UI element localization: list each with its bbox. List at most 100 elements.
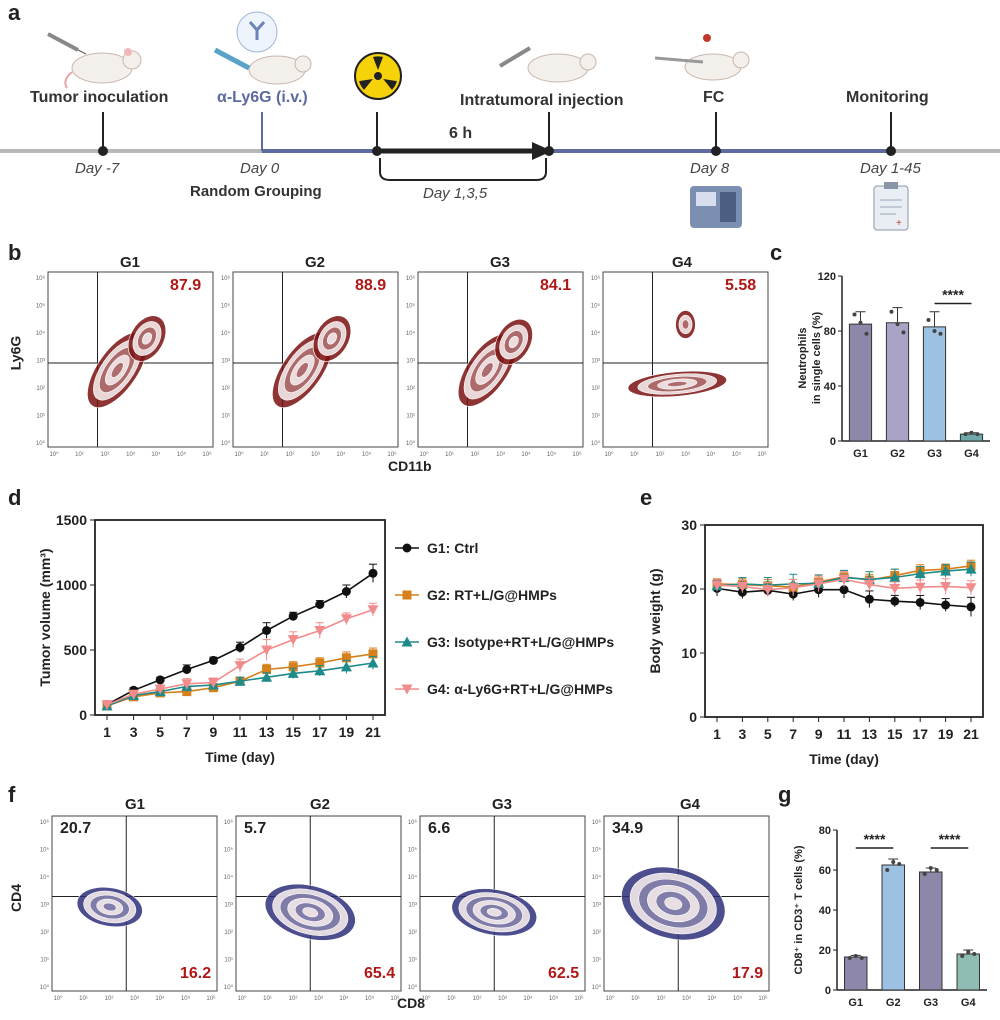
- x-tick-label: 10⁶: [390, 995, 400, 1002]
- data-point: [838, 574, 850, 585]
- y-tick-label: 10⁴: [592, 874, 602, 881]
- data-point: [966, 950, 971, 954]
- y-tick-label: 10²: [408, 930, 417, 936]
- y-tick-label: 10⁶: [224, 819, 234, 826]
- data-point: [966, 602, 976, 612]
- data-point: [315, 658, 325, 668]
- y-tick-label: 40: [824, 381, 836, 393]
- data-point: [864, 594, 874, 604]
- x-tick-label: 10²: [656, 452, 665, 458]
- y-tick-label: 10⁰: [406, 440, 416, 447]
- data-point: [858, 320, 863, 325]
- y-tick-label: 10⁰: [224, 984, 234, 991]
- y-tick-label: 10⁶: [36, 275, 46, 282]
- legend-swatch: [395, 684, 419, 695]
- data-point: [288, 662, 298, 672]
- data-point: [928, 866, 933, 870]
- legend-item: G4: α-Ly6G+RT+L/G@HMPs: [395, 681, 613, 697]
- x-tick-label: 9: [210, 724, 218, 740]
- x-tick-label: G4: [961, 997, 977, 1009]
- y-tick-label: 10⁰: [36, 440, 46, 447]
- panel-b-percentage: 84.1: [540, 277, 572, 294]
- data-point: [889, 583, 901, 594]
- x-tick-label: 10³: [311, 452, 320, 458]
- data-point: [965, 563, 977, 574]
- x-tick-label: 10⁵: [732, 451, 742, 458]
- y-tick-label: 1000: [56, 577, 87, 593]
- data-point: [895, 322, 900, 327]
- timeline-node: [711, 146, 721, 156]
- y-tick-label: 10³: [221, 359, 230, 365]
- x-tick-label: 10⁰: [234, 451, 244, 458]
- y-tick-label: 10⁵: [592, 847, 602, 854]
- legend-swatch: [395, 543, 419, 553]
- x-tick-label: 10³: [314, 996, 323, 1002]
- data-point: [235, 642, 245, 652]
- contour-ring: [664, 897, 683, 910]
- data-point: [859, 956, 864, 960]
- y-tick-label: 10⁰: [591, 440, 601, 447]
- y-tick-label: 10⁵: [406, 303, 416, 310]
- y-tick-label: 10⁴: [591, 330, 601, 337]
- x-tick-label: 7: [183, 724, 191, 740]
- y-tick-label: 10³: [406, 359, 415, 365]
- x-tick-label: 10³: [682, 996, 691, 1002]
- y-tick-label: 0: [79, 707, 87, 723]
- data-point: [787, 583, 799, 594]
- x-tick-label: 3: [739, 726, 747, 742]
- data-point: [341, 587, 351, 596]
- x-tick-label: 10¹: [75, 452, 84, 458]
- data-point: [889, 571, 901, 582]
- x-tick-label: 10³: [498, 996, 507, 1002]
- x-tick-label: 10¹: [263, 996, 272, 1002]
- data-point: [926, 318, 931, 322]
- data-point: [762, 585, 774, 596]
- y-tick-label: 10⁶: [40, 819, 50, 826]
- y-tick-label: 10³: [36, 359, 45, 365]
- x-tick-label: 21: [365, 724, 381, 740]
- data-point: [864, 331, 869, 336]
- data-point: [340, 614, 352, 625]
- x-tick-label: 10⁵: [547, 451, 557, 458]
- significance-label: ****: [942, 287, 964, 303]
- x-tick-label: 10⁴: [339, 995, 349, 1002]
- panel-letter-a: a: [8, 0, 21, 25]
- contour-ring: [508, 336, 519, 348]
- x-tick-label: 10¹: [79, 996, 88, 1002]
- radiation-icon: [354, 52, 402, 100]
- data-point: [813, 579, 825, 590]
- x-tick-label: 10⁶: [757, 451, 767, 458]
- legend-marker: [401, 636, 413, 647]
- panel-f-cd4-percentage: 5.7: [244, 820, 267, 837]
- panel-letter-g: g: [778, 782, 792, 807]
- six-hour-arrowhead: [532, 142, 552, 160]
- y-tick-label: 10⁶: [221, 275, 231, 282]
- panel-g-bar-chart: 0 20 40 60 80 G1 G2 G3 G4 CD8⁺ in CD3⁺ T cells (%…: [793, 825, 987, 1009]
- x-tick-label: 10²: [105, 996, 114, 1002]
- y-tick-label: 30: [681, 517, 697, 533]
- x-tick-label: 1: [713, 726, 721, 742]
- y-tick-label: 10³: [591, 359, 600, 365]
- y-tick-label: 10¹: [408, 958, 417, 964]
- data-point: [934, 868, 939, 872]
- y-tick-label: 10³: [592, 903, 601, 909]
- panel-letter-c: c: [770, 240, 783, 265]
- y-tick-label: 0: [689, 709, 697, 725]
- y-tick-label: 10⁵: [224, 847, 234, 854]
- x-tick-label: 10³: [496, 452, 505, 458]
- data-point: [891, 860, 896, 864]
- series-group: [101, 602, 379, 711]
- x-tick-label: 10³: [130, 996, 139, 1002]
- y-tick-label: 0: [830, 436, 836, 448]
- panel-b-group-title: G2: [305, 254, 326, 271]
- data-point: [972, 952, 977, 956]
- data-point: [922, 872, 927, 876]
- x-tick-label: 10²: [473, 996, 482, 1002]
- panel-letter-b: b: [8, 240, 22, 265]
- y-tick-label: 80: [819, 825, 831, 837]
- y-tick-label: 10³: [224, 903, 233, 909]
- significance-label: ****: [939, 831, 961, 847]
